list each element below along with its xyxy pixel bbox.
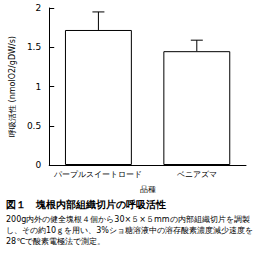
svg-text:ベニアズマ: ベニアズマ bbox=[177, 170, 217, 179]
svg-text:1.5: 1.5 bbox=[27, 42, 41, 52]
svg-text:呼吸活性 (nmolO2/gDW/s): 呼吸活性 (nmolO2/gDW/s) bbox=[8, 36, 17, 137]
svg-text:図１ 塊根内部組織切片の呼吸活性: 図１ 塊根内部組織切片の呼吸活性 bbox=[6, 199, 166, 210]
svg-text:品種: 品種 bbox=[140, 185, 156, 194]
svg-text:200g内外の健全塊根４個から30×５×５mmの内部組織切片: 200g内外の健全塊根４個から30×５×５mmの内部組織切片を調製 bbox=[6, 215, 250, 224]
svg-text:28℃で酸素電極法で測定。: 28℃で酸素電極法で測定。 bbox=[6, 237, 105, 246]
svg-text:2: 2 bbox=[35, 3, 41, 13]
svg-text:0.5: 0.5 bbox=[27, 121, 41, 131]
svg-text:1: 1 bbox=[35, 82, 41, 92]
svg-text:し、その約10ｇを用い、3%ショ糖溶液中の溶存酸素濃度減少速: し、その約10ｇを用い、3%ショ糖溶液中の溶存酸素濃度減少速度を bbox=[6, 226, 253, 235]
svg-text:0: 0 bbox=[35, 160, 41, 170]
svg-text:パープルスイートロード: パープルスイートロード bbox=[53, 170, 142, 179]
